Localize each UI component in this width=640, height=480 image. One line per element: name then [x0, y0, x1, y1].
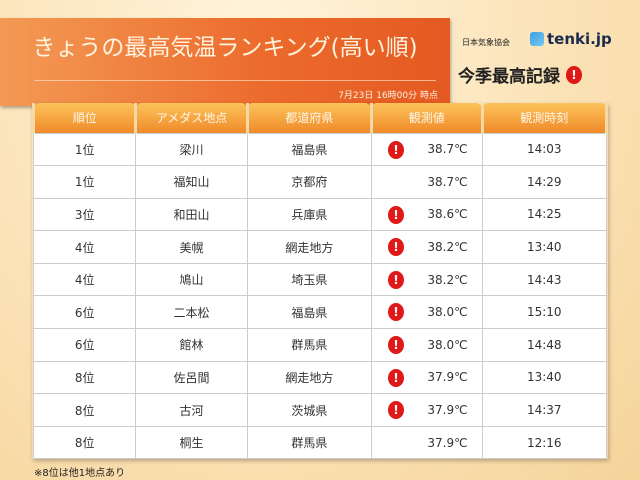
cell-pref: 網走地方 [246, 360, 372, 395]
cell-rank: 3位 [32, 197, 137, 232]
value-text: 37.9℃ [427, 370, 468, 385]
divider [34, 80, 436, 81]
cell-value: ! 38.2℃ [370, 262, 483, 297]
column-header: 観測時刻 [480, 103, 609, 133]
cell-value: 37.9℃ [370, 425, 483, 460]
table-row: 4位 鳩山 埼玉県! 38.2℃ 14:43 [32, 262, 608, 297]
cell-time: 13:40 [481, 360, 608, 395]
cell-time: 14:29 [481, 165, 608, 199]
cell-pref: 茨城県 [246, 393, 372, 427]
ranking-table: 順位 アメダス地点 都道府県 観測値 観測時刻 1位 梁川 福島県! 38.7℃ 14:03 1位… [31, 103, 609, 460]
cell-value: ! 37.9℃ [370, 393, 483, 427]
legend-label: 今季最高記録 [458, 67, 560, 87]
value-text: 37.9℃ [427, 435, 468, 450]
exclamation-icon: ! [387, 336, 404, 355]
exclamation-icon: ! [387, 238, 404, 257]
cell-value: ! 38.7℃ [370, 132, 483, 167]
cell-value: ! 37.9℃ [370, 360, 483, 395]
cell-value: ! 38.0℃ [370, 328, 483, 362]
cell-station: 梁川 [135, 132, 248, 167]
value-text: 38.0℃ [427, 337, 468, 352]
table-row: 6位 館林 群馬県! 38.0℃ 14:48 [32, 328, 608, 362]
cell-pref: 福島県 [246, 295, 372, 330]
exclamation-icon: ! [387, 368, 404, 387]
title-banner: きょうの最高気温ランキング(高い順) 7月23日 16時00分 時点 [0, 18, 450, 106]
org-name: 日本気象協会 [462, 38, 510, 47]
cell-station: 桐生 [135, 425, 248, 460]
exclamation-icon: ! [387, 401, 404, 420]
cell-pref: 福島県 [246, 132, 372, 167]
cell-station: 鳩山 [135, 262, 248, 297]
table-row: 1位 福知山 京都府 38.7℃ 14:29 [32, 165, 608, 199]
column-header: 順位 [31, 103, 138, 133]
value-text: 38.7℃ [427, 142, 468, 157]
cell-time: 14:03 [481, 132, 608, 167]
column-header: アメダス地点 [134, 103, 249, 133]
value-text: 38.7℃ [427, 174, 468, 189]
table-row: 1位 梁川 福島県! 38.7℃ 14:03 [32, 132, 608, 167]
cell-pref: 群馬県 [246, 425, 372, 460]
cell-time: 15:10 [481, 295, 608, 330]
cell-station: 古河 [135, 393, 248, 427]
value-text: 38.6℃ [427, 207, 468, 222]
value-text: 38.2℃ [427, 240, 468, 255]
cell-rank: 8位 [32, 393, 137, 427]
cell-pref: 埼玉県 [246, 262, 372, 297]
cell-pref: 群馬県 [246, 328, 372, 362]
timestamp: 7月23日 16時00分 時点 [338, 91, 438, 101]
cell-station: 福知山 [135, 165, 248, 199]
cell-station: 佐呂間 [135, 360, 248, 395]
cell-value: ! 38.0℃ [370, 295, 483, 330]
cell-value: ! 38.6℃ [370, 197, 483, 232]
cell-time: 12:16 [481, 425, 608, 460]
column-header: 観測値 [369, 103, 484, 133]
table-row: 8位 佐呂間 網走地方! 37.9℃ 13:40 [32, 360, 608, 395]
cell-station: 美幌 [135, 230, 248, 264]
cell-time: 14:37 [481, 393, 608, 427]
record-legend: 今季最高記録! [458, 62, 582, 87]
cell-rank: 8位 [32, 360, 137, 395]
table-row: 3位 和田山 兵庫県! 38.6℃ 14:25 [32, 197, 608, 232]
cell-station: 二本松 [135, 295, 248, 330]
cell-time: 13:40 [481, 230, 608, 264]
tenki-logo: tenki.jp [530, 30, 612, 48]
page-title: きょうの最高気温ランキング(高い順) [32, 35, 418, 61]
exclamation-icon: ! [566, 65, 582, 84]
exclamation-icon: ! [387, 140, 404, 159]
table-row: 8位 桐生 群馬県 37.9℃ 12:16 [32, 425, 608, 460]
footnote: ※8位は他1地点あり [34, 468, 126, 479]
cell-rank: 6位 [32, 295, 137, 330]
exclamation-icon: ! [387, 270, 404, 289]
value-text: 38.0℃ [427, 305, 468, 320]
exclamation-icon: ! [387, 303, 404, 322]
cell-rank: 6位 [32, 328, 137, 362]
cell-time: 14:25 [481, 197, 608, 232]
value-text: 38.2℃ [427, 272, 468, 287]
cell-rank: 1位 [32, 165, 137, 199]
cell-rank: 8位 [32, 425, 137, 460]
exclamation-icon: ! [387, 205, 404, 224]
table-row: 8位 古河 茨城県! 37.9℃ 14:37 [32, 393, 608, 427]
cell-time: 14:43 [481, 262, 608, 297]
cell-station: 和田山 [135, 197, 248, 232]
cell-station: 館林 [135, 328, 248, 362]
cell-pref: 兵庫県 [246, 197, 372, 232]
cell-value: 38.7℃ [370, 165, 483, 199]
cell-pref: 網走地方 [246, 230, 372, 264]
table-row: 6位 二本松 福島県! 38.0℃ 15:10 [32, 295, 608, 330]
cell-time: 14:48 [481, 328, 608, 362]
cell-pref: 京都府 [246, 165, 372, 199]
cell-rank: 4位 [32, 262, 137, 297]
brand-name: tenki.jp [547, 30, 612, 48]
cell-rank: 4位 [32, 230, 137, 264]
cell-rank: 1位 [32, 132, 137, 167]
cell-value: ! 38.2℃ [370, 230, 483, 264]
table-row: 4位 美幌 網走地方! 38.2℃ 13:40 [32, 230, 608, 264]
cube-icon [530, 32, 544, 46]
value-text: 37.9℃ [427, 403, 468, 418]
column-header: 都道府県 [245, 103, 373, 133]
